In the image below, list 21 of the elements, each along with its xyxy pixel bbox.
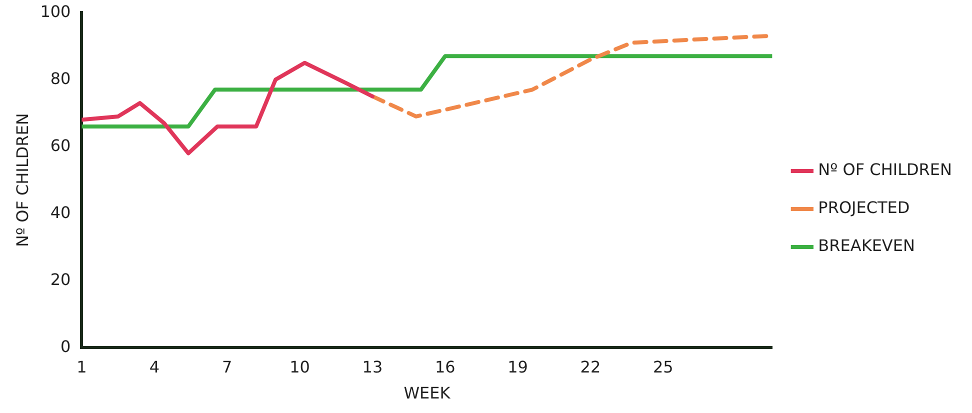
y-tick-label: 20 xyxy=(50,270,71,289)
y-tick-label: 100 xyxy=(40,2,71,21)
y-tick-label: 40 xyxy=(50,202,71,222)
y-tick-label: 0 xyxy=(60,336,71,356)
y-axis-title: Nº OF CHILDREN xyxy=(12,113,32,248)
y-tick-label: 60 xyxy=(50,136,71,155)
x-tick-label: 16 xyxy=(434,357,456,376)
x-tick-label: 19 xyxy=(508,357,528,376)
x-tick-label: 13 xyxy=(362,357,383,376)
legend-label: PROJECTED xyxy=(818,198,910,218)
x-tick-label: 22 xyxy=(580,357,601,376)
line-series xyxy=(370,34,770,118)
x-tick-label: 7 xyxy=(222,357,232,376)
x-tick-label: 4 xyxy=(149,357,160,376)
x-axis-title: WEEK xyxy=(404,384,451,403)
x-tick-label: 25 xyxy=(652,357,674,376)
y-tick-label: 80 xyxy=(50,68,71,88)
legend-label: BREAKEVEN xyxy=(818,236,915,256)
legend-label: Nº OF CHILDREN xyxy=(818,160,952,180)
x-tick-label: 1 xyxy=(76,357,87,376)
x-tick-label: 10 xyxy=(290,357,310,376)
